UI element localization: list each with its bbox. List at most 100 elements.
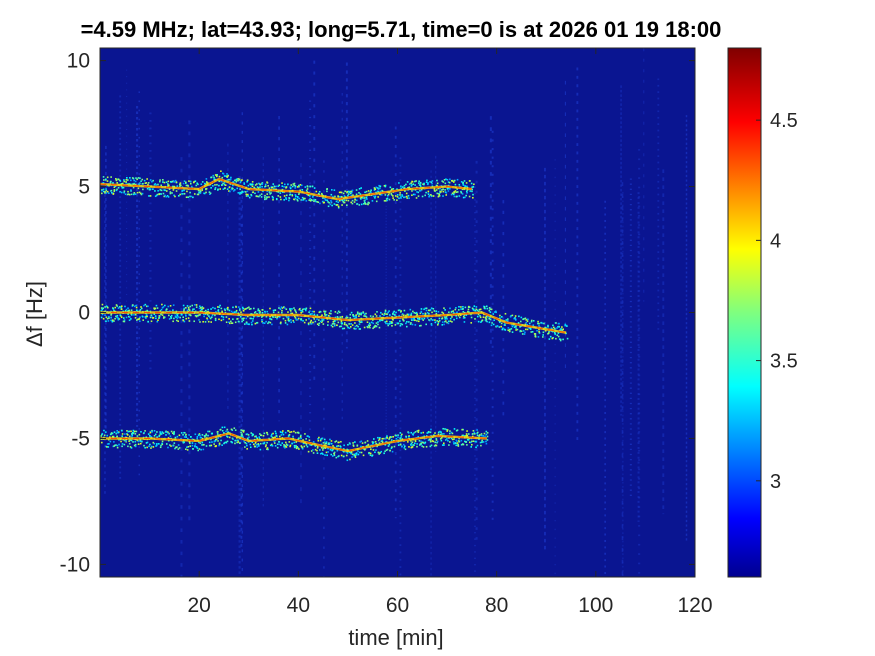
spectral-speckle [187,317,190,319]
spectral-speckle [403,184,406,187]
colorbar-tick-label: 3.5 [770,351,798,373]
spectral-speckle [258,312,261,314]
spectral-speckle [198,307,201,310]
spectral-speckle [246,190,249,193]
spectral-speckle [415,180,417,182]
spectral-speckle [378,326,381,329]
spectral-speckle [472,429,475,432]
spectral-speckle [506,320,509,322]
spectral-speckle [200,308,203,311]
spectral-speckle [267,448,269,451]
spectral-speckle [495,311,497,314]
spectral-speckle [135,304,137,307]
spectral-speckle [424,441,427,444]
spectral-speckle [250,317,252,320]
spectral-speckle [189,445,192,447]
spectral-speckle [153,442,156,445]
spectral-speckle [302,199,305,201]
spectral-speckle [412,444,415,446]
spectral-speckle [360,198,362,200]
spectral-speckle [353,317,356,320]
plot-area [99,47,696,578]
spectral-speckle [301,446,303,448]
spectral-speckle [134,193,137,195]
spectral-speckle [481,439,483,442]
spectral-speckle [199,442,202,444]
spectral-speckle [250,432,253,434]
spectral-speckle [430,318,432,320]
spectral-speckle [145,317,147,319]
spectral-speckle [153,307,155,310]
spectral-speckle [518,315,520,318]
spectral-speckle [502,327,504,330]
spectral-speckle [489,308,492,310]
spectral-speckle [151,188,154,191]
spectral-speckle [470,322,473,324]
colorbar-tick-label: 4.5 [770,110,798,132]
spectral-speckle [452,193,455,196]
spectral-speckle [517,322,520,324]
spectral-speckle [331,455,334,457]
spectral-speckle [353,327,355,330]
spectral-speckle [136,439,139,442]
spectral-speckle [369,454,372,456]
spectral-speckle [346,452,349,454]
spectral-speckle [401,313,404,316]
spectral-speckle [526,323,528,326]
spectral-speckle [322,447,324,449]
spectral-speckle [343,195,346,197]
spectral-speckle [241,191,243,193]
spectral-speckle [150,435,153,438]
spectral-speckle [322,201,325,204]
spectral-speckle [223,426,226,429]
spectral-speckle [419,444,421,446]
spectral-speckle [162,179,164,181]
spectral-speckle [123,180,126,183]
spectral-speckle [386,448,389,451]
spectral-speckle [453,318,455,321]
spectral-speckle [150,320,153,323]
spectral-speckle [237,441,240,443]
spectral-speckle [491,322,493,324]
spectral-speckle [285,446,288,448]
spectral-speckle [288,199,290,202]
spectral-speckle [186,190,188,193]
spectral-speckle [500,316,503,318]
spectral-speckle [174,447,176,450]
spectral-speckle [549,335,552,338]
spectral-speckle [191,444,194,447]
spectral-speckle [125,178,128,181]
spectral-speckle [123,317,125,319]
spectral-speckle [392,195,394,197]
spectral-speckle [365,316,368,318]
spectral-speckle [503,323,506,326]
spectral-speckle [417,435,420,438]
spectral-speckle [211,432,214,435]
spectral-speckle [177,320,180,323]
spectral-speckle [437,195,440,198]
spectral-speckle [430,428,432,431]
spectral-speckle [426,179,428,182]
spectral-speckle [377,439,380,442]
spectral-speckle [342,192,345,195]
spectral-speckle [329,448,332,451]
spectral-speckle [323,446,326,449]
spectral-speckle [413,311,416,314]
spectral-speckle [243,190,246,193]
spectral-speckle [490,324,493,327]
spectral-speckle [218,180,221,183]
spectral-speckle [416,430,419,432]
spectral-speckle [479,308,482,311]
spectral-speckle [233,179,236,182]
spectral-speckle [183,192,186,195]
spectral-speckle [524,323,527,326]
spectral-speckle [410,182,412,184]
spectral-speckle [163,195,166,198]
spectral-speckle [343,450,345,453]
spectral-speckle [290,431,293,433]
spectral-speckle [256,438,259,440]
spectral-speckle [316,318,318,320]
spectral-speckle [179,193,181,196]
spectral-speckle [114,306,117,309]
spectral-speckle [299,435,302,438]
